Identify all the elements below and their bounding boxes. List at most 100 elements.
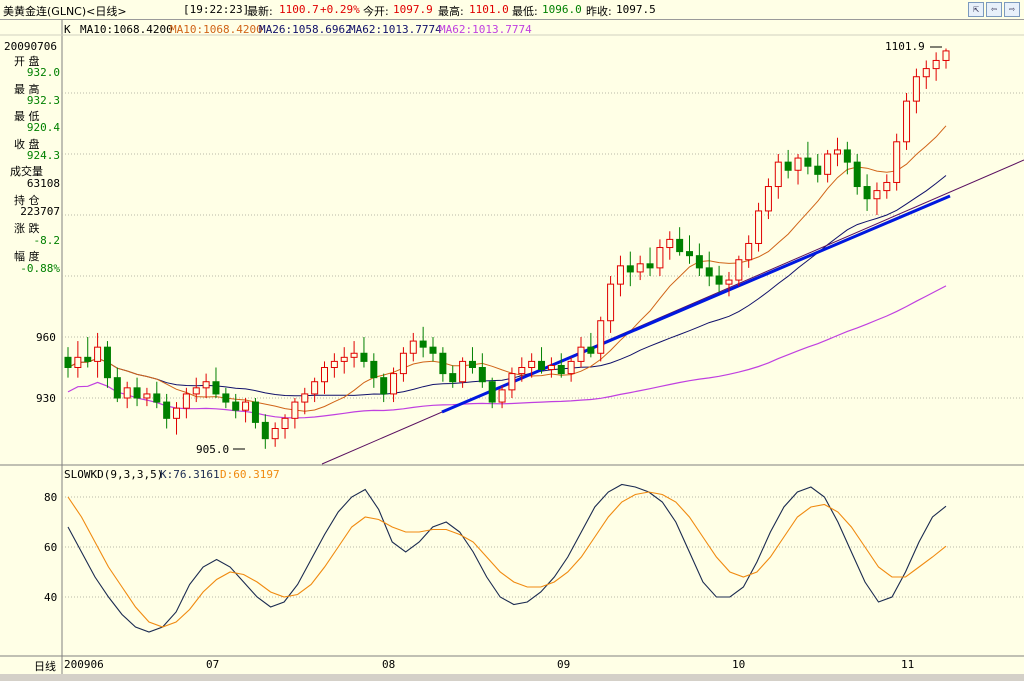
candle-body: [202, 381, 210, 389]
candle-body: [557, 364, 565, 375]
candle-body: [143, 393, 151, 399]
candle-body: [804, 157, 812, 167]
slowkd-k-value: K:76.3161: [160, 468, 220, 481]
x-month-07: 07: [206, 658, 220, 671]
ma26-label: MA26:1058.6962: [259, 23, 352, 36]
trend-lines: [233, 46, 1024, 465]
ma62-colored-label: MA62:1013.7774: [439, 23, 532, 36]
candle-body: [745, 242, 753, 261]
y-tick-main-0: 930: [36, 392, 56, 405]
info-high-label: 最 高: [14, 83, 40, 96]
min-annotation: 905.0: [196, 443, 230, 456]
candle-body: [173, 407, 181, 419]
candle-body: [705, 267, 713, 277]
low-label: 最低:: [512, 5, 538, 18]
candle-body: [587, 346, 595, 354]
candle-body: [370, 360, 378, 379]
candle-body: [320, 367, 328, 383]
quote-time: [19:22:23]: [183, 3, 250, 16]
k-series-line: [67, 483, 947, 633]
ma10-line: [67, 125, 947, 412]
candle-body: [547, 364, 555, 371]
candle-body: [843, 149, 851, 163]
candle-body: [192, 387, 200, 395]
x-start-label: 200906: [64, 658, 104, 671]
info-high-value: 932.3: [26, 94, 60, 107]
last-label: 最新:: [247, 5, 273, 18]
period-label: 日线: [34, 660, 56, 673]
candle-body: [84, 356, 92, 362]
candle-body: [271, 428, 279, 440]
restore-icon[interactable]: ⇱: [968, 2, 984, 17]
candle-body: [350, 352, 358, 358]
candle-body: [853, 161, 861, 188]
info-oi-value: 223707: [20, 205, 60, 218]
candle-body: [419, 340, 427, 348]
candle-body: [74, 356, 82, 369]
candle-body: [232, 401, 240, 411]
candle-body: [163, 401, 171, 419]
candle-body: [636, 263, 644, 273]
candle-body: [340, 356, 348, 362]
ma62-label: MA62:1013.7774: [349, 23, 442, 36]
candle-body: [508, 373, 516, 391]
y-tick-sub-40: 40: [44, 591, 58, 604]
y-tick-main-1: 960: [36, 331, 56, 344]
candle-body: [64, 356, 72, 369]
window-controls: ⇱ ⇦ ⇨: [968, 2, 1020, 17]
candle-body: [399, 352, 407, 375]
main-gridlines: [62, 92, 1024, 399]
info-change-label: 涨 跌: [14, 222, 40, 235]
candle-body: [498, 389, 506, 403]
back-icon[interactable]: ⇦: [986, 2, 1002, 17]
change-percent: +0.29%: [320, 3, 360, 16]
info-date: 20090706: [4, 40, 57, 53]
candle-body: [597, 320, 605, 354]
candle-body: [301, 393, 309, 403]
candle-body: [468, 360, 476, 368]
candle-body: [212, 381, 220, 395]
ma10-colored-label: MA10:1068.4200: [170, 23, 263, 36]
candle-body: [883, 181, 891, 192]
candle-body: [755, 210, 763, 244]
info-close-value: 924.3: [26, 149, 60, 162]
candle-body: [281, 417, 289, 430]
info-volume-label: 成交量: [10, 165, 43, 178]
info-volume-value: 63108: [26, 177, 60, 190]
last-price: 1100.7: [279, 3, 319, 16]
candle-body: [616, 265, 624, 285]
instrument-name: 美黄金连(GLNC)<日线>: [3, 5, 127, 18]
candle-body: [242, 401, 250, 411]
candle-body: [814, 165, 822, 175]
candle-body: [478, 367, 486, 383]
candle-body: [153, 393, 161, 403]
candle-body: [390, 373, 398, 395]
candle-body: [903, 100, 911, 143]
candle-body: [695, 255, 703, 269]
status-bar: [0, 674, 1024, 681]
candle-body: [123, 387, 131, 399]
prev-label: 昨收:: [586, 5, 612, 18]
candle-body: [94, 346, 102, 362]
candle-body: [607, 283, 615, 322]
sub-gridlines: [62, 496, 1024, 598]
forward-icon[interactable]: ⇨: [1004, 2, 1020, 17]
candle-body: [794, 157, 802, 171]
candle-body: [922, 68, 930, 78]
candle-body: [863, 186, 871, 200]
candle-body: [380, 377, 388, 395]
candle-body: [725, 279, 733, 285]
info-low-label: 最 低: [14, 110, 40, 123]
x-month-10: 10: [732, 658, 746, 671]
x-month-11: 11: [901, 658, 915, 671]
slowkd-title: SLOWKD(9,3,3,5): [64, 468, 164, 481]
candle-body: [833, 149, 841, 155]
y-tick-sub-60: 60: [44, 541, 58, 554]
candle-body: [449, 373, 457, 383]
candle-body: [666, 238, 674, 249]
info-oi-label: 持 仓: [14, 194, 40, 207]
info-open-label: 开 盘: [14, 55, 40, 68]
info-pct-label: 幅 度: [14, 250, 40, 263]
candle-body: [488, 381, 496, 403]
